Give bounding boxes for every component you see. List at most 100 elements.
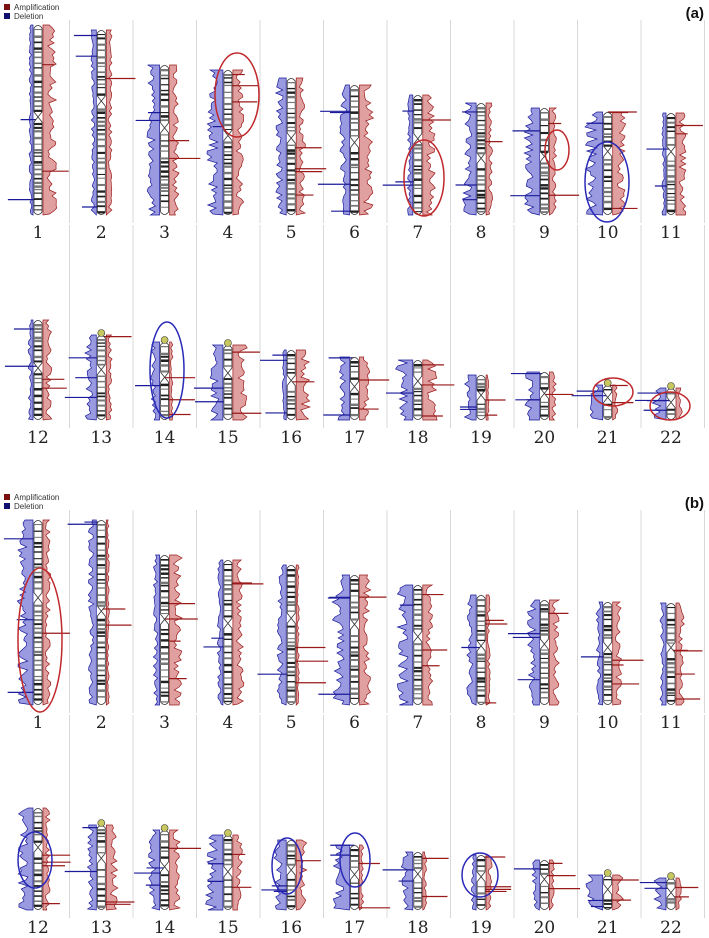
band (667, 882, 675, 885)
band (160, 405, 169, 407)
band (97, 363, 106, 366)
band (97, 623, 106, 626)
chromosome-label: 17 (344, 918, 366, 938)
deletion-profile (339, 84, 350, 216)
band (477, 119, 486, 122)
band (667, 180, 675, 183)
band (160, 105, 169, 108)
band (97, 200, 106, 204)
ideogram (350, 845, 359, 910)
band (34, 679, 42, 681)
amplification-profile (359, 84, 375, 216)
band (160, 161, 169, 164)
legend-swatch (4, 494, 10, 500)
band (97, 618, 106, 622)
amplification-profile (485, 854, 493, 911)
band (223, 393, 232, 395)
band (540, 125, 549, 127)
band (350, 680, 359, 683)
band (160, 89, 169, 92)
band (34, 857, 42, 860)
band (34, 650, 42, 654)
amplification-profile (232, 344, 248, 421)
band (413, 697, 422, 700)
band (413, 674, 422, 677)
band (667, 126, 675, 129)
band (477, 183, 486, 186)
ideogram (540, 372, 549, 420)
band (413, 399, 422, 402)
band (287, 390, 296, 393)
band (413, 654, 422, 657)
chromosome (510, 107, 580, 216)
band (223, 863, 232, 866)
band (667, 658, 675, 661)
band (223, 365, 232, 367)
band (287, 395, 296, 398)
band (160, 355, 169, 358)
band (603, 653, 612, 656)
band (477, 379, 486, 381)
deletion-profile (87, 519, 97, 706)
band (34, 682, 42, 686)
band (97, 151, 106, 154)
band (350, 158, 359, 161)
deletion-profile (651, 387, 667, 421)
band (160, 364, 169, 367)
chromosome (635, 382, 683, 421)
band (34, 541, 42, 545)
band (603, 187, 612, 189)
chromosome (382, 94, 451, 216)
band (350, 855, 359, 857)
amplification-profile (612, 874, 624, 911)
band (160, 93, 169, 96)
band (97, 34, 106, 36)
band (97, 144, 106, 148)
band (350, 111, 359, 114)
band (667, 169, 675, 171)
band (223, 886, 232, 888)
band (97, 669, 106, 672)
band (350, 651, 359, 654)
band (287, 689, 296, 692)
band (350, 398, 359, 400)
band (97, 888, 106, 891)
band (287, 666, 296, 668)
band (34, 833, 42, 836)
band (287, 641, 296, 644)
band (603, 389, 612, 391)
band (97, 829, 106, 832)
band (350, 589, 359, 592)
band (287, 197, 296, 200)
band (477, 388, 486, 392)
band (350, 897, 359, 900)
deletion-profile (396, 584, 414, 706)
band (223, 657, 232, 660)
band (97, 392, 106, 395)
band (34, 100, 42, 103)
deletion-profile (595, 601, 604, 706)
band (413, 649, 422, 652)
band (350, 866, 359, 868)
band (413, 367, 422, 369)
band (477, 671, 486, 673)
amplification-profile (359, 356, 371, 421)
band (34, 566, 42, 569)
chromosome (134, 824, 201, 911)
band (667, 164, 675, 168)
chromosome (639, 872, 699, 911)
band (667, 196, 675, 198)
band (160, 609, 169, 611)
band (223, 697, 232, 699)
band (223, 162, 232, 165)
band (223, 687, 232, 690)
chromosome-label: 13 (90, 918, 112, 938)
chromosome-label: 6 (349, 713, 360, 733)
band (413, 619, 422, 621)
band (603, 879, 612, 881)
band (160, 687, 169, 689)
band (97, 679, 106, 682)
band (97, 173, 106, 175)
